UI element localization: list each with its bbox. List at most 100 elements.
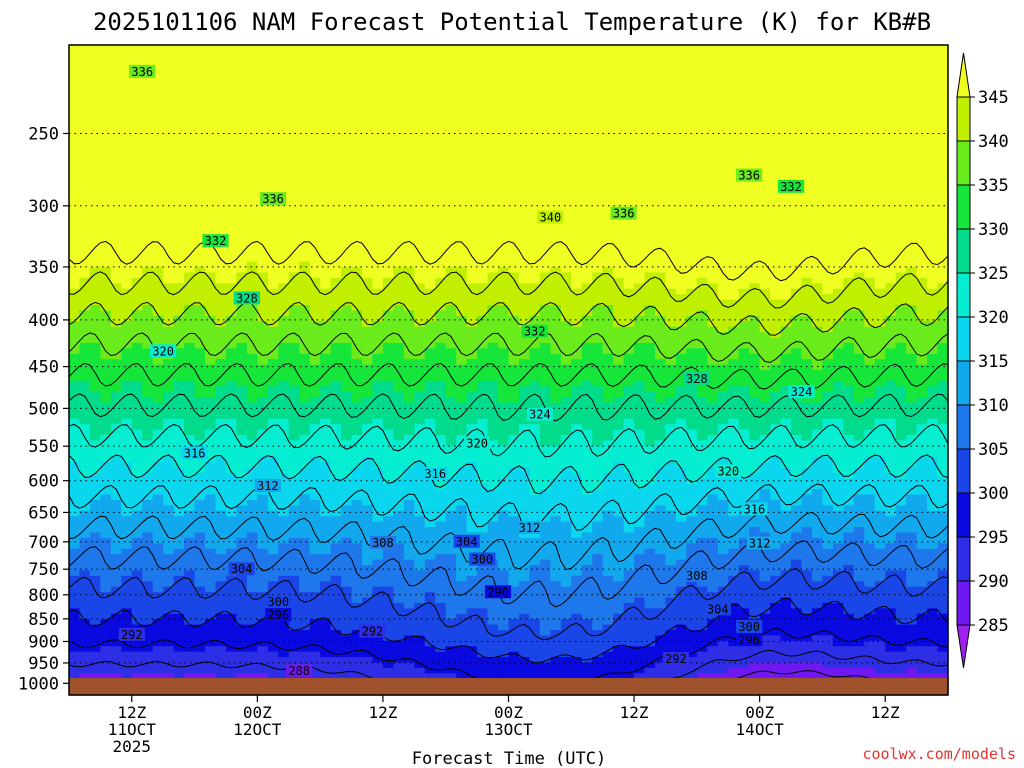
heat-cell (288, 353, 300, 360)
heat-cell (69, 483, 81, 490)
heat-cell (79, 375, 91, 382)
heat-cell (330, 619, 342, 626)
heat-cell (257, 554, 269, 561)
heat-cell (320, 223, 332, 230)
heat-cell (362, 250, 374, 257)
heat-cell (288, 212, 300, 219)
heat-cell (246, 180, 258, 187)
heat-cell (163, 651, 175, 658)
heat-cell (205, 467, 217, 474)
heat-cell (257, 185, 269, 192)
heat-cell (236, 445, 248, 452)
heat-cell (288, 45, 300, 52)
heat-cell (288, 104, 300, 111)
heat-cell (341, 418, 353, 425)
heat-cell (309, 494, 321, 501)
heat-cell (362, 516, 374, 523)
heat-cell (152, 332, 164, 339)
heat-cell (194, 131, 206, 138)
heat-cell (110, 489, 122, 496)
heat-cell (89, 158, 101, 165)
heat-cell (435, 413, 447, 420)
heat-cell (100, 581, 112, 588)
heat-cell (194, 348, 206, 355)
heat-cell (205, 88, 217, 95)
heat-cell (487, 635, 499, 642)
heat-cell (403, 657, 415, 664)
heat-cell (100, 277, 112, 284)
heat-cell (142, 158, 154, 165)
heat-cell (299, 305, 311, 312)
heat-cell (299, 630, 311, 637)
heat-cell (456, 391, 468, 398)
heat-cell (424, 283, 436, 290)
heat-cell (330, 315, 342, 322)
heat-cell (487, 45, 499, 52)
heat-cell (69, 142, 81, 149)
heat-cell (278, 61, 290, 68)
heat-cell (257, 435, 269, 442)
heat-cell (487, 310, 499, 317)
heat-cell (89, 413, 101, 420)
heat-cell (351, 110, 363, 117)
heat-cell (121, 288, 133, 295)
heat-cell (403, 624, 415, 631)
heat-cell (69, 77, 81, 84)
heat-cell (309, 500, 321, 507)
heat-cell (424, 55, 436, 62)
heat-cell (487, 191, 499, 198)
heat-cell (131, 651, 143, 658)
heat-cell (435, 478, 447, 485)
heat-cell (69, 234, 81, 241)
heat-cell (351, 305, 363, 312)
heat-cell (194, 391, 206, 398)
heat-cell (110, 153, 122, 160)
heat-cell (100, 532, 112, 539)
heat-cell (236, 310, 248, 317)
heat-cell (372, 147, 384, 154)
heat-cell (194, 402, 206, 409)
heat-cell (393, 223, 405, 230)
heat-cell (100, 608, 112, 615)
heat-cell (69, 527, 81, 534)
heat-cell (320, 277, 332, 284)
heat-cell (194, 619, 206, 626)
heat-cell (142, 521, 154, 528)
heat-cell (236, 608, 248, 615)
heat-cell (131, 429, 143, 436)
heat-cell (131, 527, 143, 534)
heat-cell (309, 82, 321, 89)
heat-cell (466, 272, 478, 279)
heat-cell (299, 370, 311, 377)
heat-cell (278, 440, 290, 447)
heat-cell (372, 559, 384, 566)
heat-cell (278, 104, 290, 111)
heat-cell (225, 440, 238, 447)
heat-cell (194, 370, 206, 377)
heat-cell (215, 510, 227, 517)
heat-cell (89, 88, 101, 95)
heat-cell (299, 554, 311, 561)
heat-cell (257, 667, 269, 674)
heat-cell (414, 234, 426, 241)
heat-cell (205, 110, 217, 117)
heat-cell (257, 673, 269, 680)
heat-cell (89, 592, 101, 599)
heat-cell (477, 548, 489, 555)
heat-cell (205, 321, 217, 328)
heat-cell (309, 326, 321, 333)
heat-cell (299, 299, 311, 306)
heat-cell (362, 435, 374, 442)
heat-cell (257, 305, 269, 312)
heat-cell (424, 299, 436, 306)
heat-cell (225, 445, 238, 452)
heat-cell (498, 451, 510, 458)
heat-cell (257, 630, 269, 637)
heat-cell (424, 375, 436, 382)
heat-cell (382, 353, 394, 360)
heat-cell (477, 630, 489, 637)
heat-cell (288, 142, 300, 149)
heat-cell (351, 288, 363, 295)
heat-cell (341, 554, 353, 561)
heat-cell (288, 169, 300, 176)
